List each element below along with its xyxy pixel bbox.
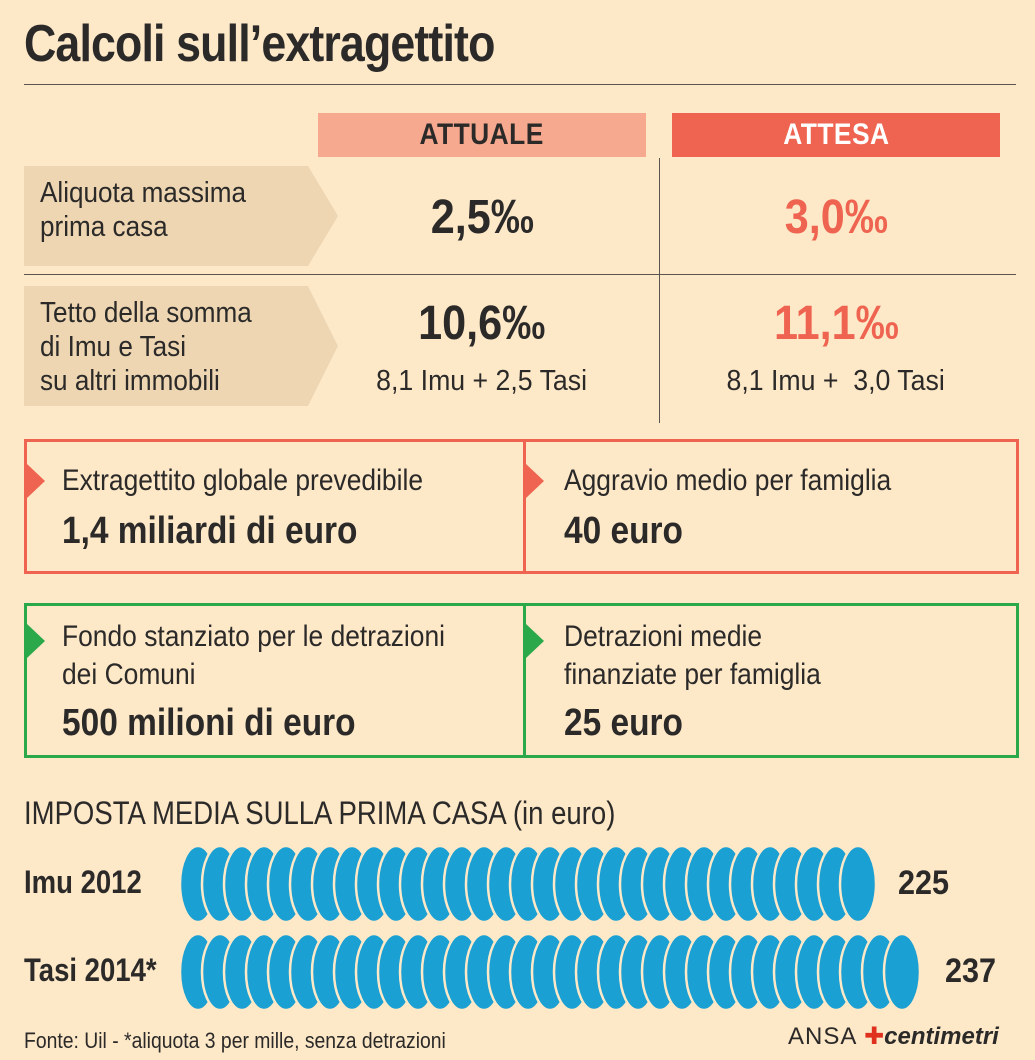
family-burden-value: 40 euro (564, 510, 683, 552)
average-deduction-value: 25 euro (564, 702, 683, 744)
arrow-marker-icon (526, 464, 544, 498)
coin-bar-chart (178, 844, 922, 1010)
bar-value-imu-2012: 225 (898, 864, 950, 902)
row-label-max-rate: Aliquota massima prima casa (24, 166, 338, 266)
ansa-centimetri-logo: ANSA ✚centimetri (788, 1022, 999, 1051)
family-burden-box (523, 439, 1019, 574)
brand-ansa: ANSA (788, 1023, 858, 1050)
max-rate-actual-value: 2,5‰ (430, 191, 534, 244)
extra-revenue-value: 1,4 miliardi di euro (62, 510, 358, 552)
extra-revenue-box (24, 439, 526, 574)
coin-mark (838, 844, 878, 924)
arrow-marker-icon (27, 464, 45, 498)
table-vertical-divider (659, 158, 660, 423)
max-rate-expected-value: 3,0‰ (784, 191, 888, 244)
arrow-marker-icon (27, 624, 45, 658)
cap-actual-detail: 8,1 Imu + 2,5 Tasi (376, 365, 588, 397)
bar-label-tasi-2014: Tasi 2014* (24, 952, 157, 988)
table-row-divider (24, 274, 1016, 275)
brand-centimetri: centimetri (884, 1023, 999, 1050)
brand-cross-icon: ✚ (864, 1023, 885, 1050)
extra-revenue-label: Extragettito globale prevedibile (62, 464, 424, 497)
chart-title: IMPOSTA MEDIA SULLA PRIMA CASA (in euro) (24, 795, 616, 831)
deduction-fund-value: 500 milioni di euro (62, 702, 356, 744)
page-title: Calcoli sull’extragettito (24, 15, 495, 73)
column-header-expected: ATTESA (672, 113, 1000, 157)
column-header-actual: ATTUALE (318, 113, 646, 157)
family-burden-label: Aggravio medio per famiglia (564, 464, 892, 497)
row-label-cap-imu-tasi: Tetto della somma di Imu e Tasi su altri… (24, 286, 338, 406)
average-deduction-label: Detrazioni medie finanziate per famiglia (564, 620, 821, 691)
source-note: Fonte: Uil - *aliquota 3 per mille, senz… (24, 1028, 446, 1053)
coin-bar-tasi-2014 (178, 932, 922, 1010)
deduction-fund-label: Fondo stanziato per le detrazioni dei Co… (62, 620, 446, 691)
cap-expected-value: 11,1‰ (773, 297, 899, 350)
arrow-marker-icon (526, 624, 544, 658)
average-deduction-box (523, 603, 1019, 758)
cap-actual-value: 10,6‰ (418, 297, 546, 350)
title-divider (24, 84, 1016, 85)
bar-value-tasi-2014: 237 (945, 952, 997, 990)
coin-mark (882, 932, 922, 1010)
cap-expected-detail: 8,1 Imu + 3,0 Tasi (726, 365, 946, 397)
coin-bar-imu-2012 (178, 844, 878, 924)
bar-label-imu-2012: Imu 2012 (24, 864, 142, 900)
